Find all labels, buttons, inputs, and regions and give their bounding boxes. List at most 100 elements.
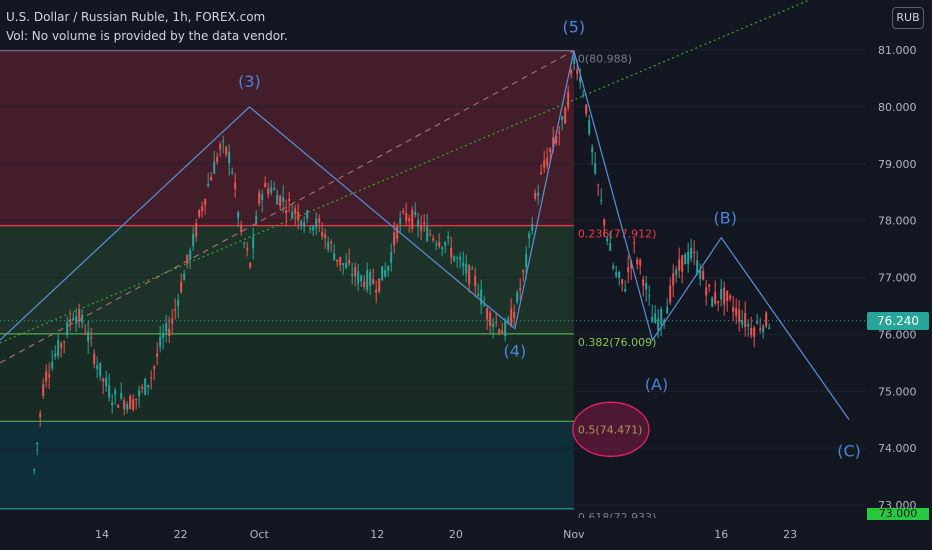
time-tick-label: Oct bbox=[250, 528, 270, 541]
candle-body bbox=[477, 293, 480, 296]
currency-button[interactable]: RUB bbox=[892, 7, 924, 29]
candle-body bbox=[66, 322, 69, 336]
candle-body bbox=[423, 222, 426, 225]
fib-level-label: 0.618(72.933) bbox=[578, 511, 657, 518]
candle-body bbox=[150, 377, 153, 379]
elliott-wave-label: (3) bbox=[238, 72, 261, 91]
candle-body bbox=[213, 161, 216, 174]
time-tick-label: 12 bbox=[370, 528, 384, 541]
candle-body bbox=[603, 219, 606, 226]
candle-body bbox=[375, 289, 378, 293]
candle-body bbox=[666, 307, 669, 314]
candle-body bbox=[198, 209, 201, 217]
candle-body bbox=[33, 469, 36, 472]
candle-body bbox=[720, 289, 723, 300]
fib-level-label: 0.5(74.471) bbox=[578, 423, 643, 436]
candle-body bbox=[657, 318, 660, 331]
price-tick-label: 80.000 bbox=[878, 101, 917, 114]
candle-body bbox=[459, 256, 462, 261]
candle-body bbox=[90, 337, 93, 339]
candle-body bbox=[243, 243, 246, 245]
candle-body bbox=[264, 183, 267, 188]
candle-body bbox=[432, 238, 435, 241]
candle-body bbox=[426, 226, 429, 241]
candle-body bbox=[636, 259, 639, 265]
candle-body bbox=[303, 222, 306, 227]
candle-body bbox=[183, 273, 186, 281]
candle-body bbox=[732, 306, 735, 312]
candle-body bbox=[147, 384, 150, 388]
candle-body bbox=[519, 288, 522, 291]
candle-body bbox=[228, 151, 231, 164]
chart-plot-area[interactable]: 0(80.988) 0.236(77.912) 0.382(76.009) 0.5(7… bbox=[0, 0, 866, 518]
candle-body bbox=[240, 224, 243, 232]
candle-body bbox=[75, 316, 78, 324]
candle-body bbox=[69, 319, 72, 324]
candle-body bbox=[669, 285, 672, 303]
time-tick-label: 16 bbox=[714, 528, 728, 541]
elliott-wave-label: (B) bbox=[714, 209, 737, 228]
candle-body bbox=[534, 192, 537, 199]
candle-body bbox=[261, 194, 264, 201]
chart-legend: U.S. Dollar / Russian Ruble, 1h, FOREX.c… bbox=[6, 8, 288, 46]
candle-body bbox=[480, 289, 483, 305]
candle-body bbox=[276, 194, 279, 205]
candle-body bbox=[315, 218, 318, 229]
candle-body bbox=[456, 257, 459, 259]
candle-body bbox=[591, 147, 594, 153]
candle-body bbox=[639, 259, 642, 266]
candle-body bbox=[102, 378, 105, 382]
candle-body bbox=[273, 188, 276, 190]
candle-body bbox=[744, 312, 747, 328]
candle-body bbox=[342, 263, 345, 266]
candle-body bbox=[351, 274, 354, 276]
price-axis[interactable]: 81.000 80.000 79.000 78.000 77.000 76.000 75.0… bbox=[866, 0, 932, 518]
candle-body bbox=[558, 131, 561, 134]
trend-line-dashed bbox=[0, 50, 575, 364]
time-tick-label: 14 bbox=[95, 528, 109, 541]
candle-body bbox=[87, 331, 90, 342]
price-tick-label: 76.000 bbox=[878, 328, 917, 341]
fib-zone-05-0618 bbox=[0, 421, 574, 509]
candle-body bbox=[246, 248, 249, 250]
candle-body bbox=[48, 374, 51, 377]
symbol-title[interactable]: U.S. Dollar / Russian Ruble, 1h, FOREX.c… bbox=[6, 10, 266, 24]
candle-body bbox=[201, 206, 204, 212]
price-tick-label: 79.000 bbox=[878, 158, 917, 171]
candle-body bbox=[438, 242, 441, 247]
candle-body bbox=[345, 262, 348, 269]
candle-body bbox=[60, 343, 63, 348]
candle-body bbox=[57, 339, 60, 357]
candle-body bbox=[735, 308, 738, 316]
candle-body bbox=[537, 192, 540, 196]
candle-body bbox=[336, 259, 339, 262]
time-tick-label: 22 bbox=[174, 528, 188, 541]
candle-body bbox=[222, 140, 225, 142]
candle-body bbox=[702, 271, 705, 280]
candle-body bbox=[597, 184, 600, 186]
candle-body bbox=[324, 234, 327, 238]
candle-body bbox=[123, 400, 126, 410]
candle-body bbox=[321, 232, 324, 237]
candle-body bbox=[234, 182, 237, 189]
candle-body bbox=[429, 234, 432, 236]
time-axis[interactable]: 14 22 Oct 12 20 Nov 16 23 bbox=[0, 518, 866, 550]
candle-body bbox=[471, 268, 474, 270]
candle-body bbox=[393, 232, 396, 246]
candle-body bbox=[576, 69, 579, 75]
candle-body bbox=[129, 396, 132, 410]
candle-body bbox=[78, 309, 81, 322]
candle-body bbox=[396, 225, 399, 239]
candle-body bbox=[408, 218, 411, 222]
candlestick-chart[interactable]: 0(80.988) 0.236(77.912) 0.382(76.009) 0.5(7… bbox=[0, 0, 866, 518]
candle-body bbox=[105, 378, 108, 387]
candle-body bbox=[741, 319, 744, 325]
candle-body bbox=[195, 223, 198, 237]
candle-body bbox=[126, 403, 129, 410]
candle-body bbox=[225, 146, 228, 155]
candle-body bbox=[504, 321, 507, 337]
candle-body bbox=[360, 275, 363, 282]
last-price-tag: 76.240 bbox=[867, 311, 929, 330]
candle-body bbox=[366, 270, 369, 290]
candle-body bbox=[495, 321, 498, 323]
